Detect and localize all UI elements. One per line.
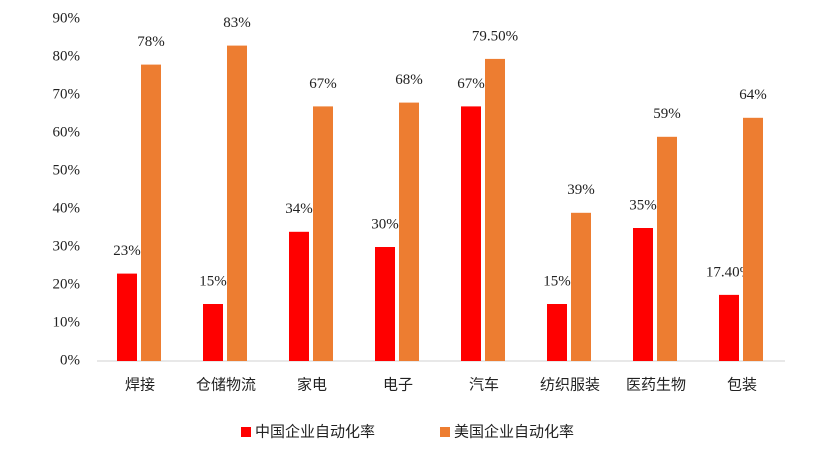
value-label: 15% [199,273,227,289]
y-tick-label: 20% [53,276,81,292]
x-tick-label: 焊接 [125,376,155,393]
value-label: 59% [653,106,681,122]
y-tick-label: 10% [53,314,81,330]
value-label: 78% [137,34,165,50]
y-tick-label: 30% [53,238,81,254]
x-tick-label: 汽车 [469,376,499,393]
value-label: 68% [395,72,423,88]
value-label: 35% [629,197,657,213]
bar [485,58,505,362]
bar [399,102,419,361]
x-tick-label: 医药生物 [626,376,686,393]
bar [117,273,137,361]
bar [375,247,395,361]
legend-label: 美国企业自动化率 [454,422,574,440]
bar [461,106,481,362]
y-tick-label: 60% [53,124,81,140]
y-tick-label: 70% [53,86,81,102]
bar [743,117,763,361]
legend-swatch [440,427,450,437]
y-tick-label: 90% [53,10,81,26]
value-label: 23% [113,243,141,259]
y-tick-label: 40% [53,200,81,216]
bar [313,106,333,362]
legend-swatch [241,427,251,437]
legend-label: 中国企业自动化率 [255,422,375,440]
value-label: 34% [285,201,313,217]
value-label: 79.50% [472,28,518,44]
value-label: 15% [543,273,571,289]
value-label: 64% [739,87,767,103]
value-label: 30% [371,216,399,232]
bar [571,212,591,361]
y-tick-label: 0% [60,352,80,368]
bar [141,64,161,361]
bar [719,294,739,361]
bar [203,304,223,361]
x-tick-label: 电子 [383,376,413,393]
value-label: 39% [567,182,595,198]
bar [227,45,247,361]
value-label: 83% [223,15,251,31]
bar [657,136,677,361]
x-tick-label: 仓储物流 [196,376,256,393]
bar [547,304,567,361]
x-tick-label: 包装 [727,376,757,393]
bar [289,231,309,361]
y-tick-label: 80% [53,48,81,64]
x-tick-label: 家电 [297,376,327,393]
y-tick-label: 50% [53,162,81,178]
value-label: 67% [457,76,485,92]
value-label: 67% [309,76,337,92]
bar [633,228,653,361]
x-tick-label: 纺织服装 [540,376,600,393]
value-label: 17.40% [706,264,752,280]
